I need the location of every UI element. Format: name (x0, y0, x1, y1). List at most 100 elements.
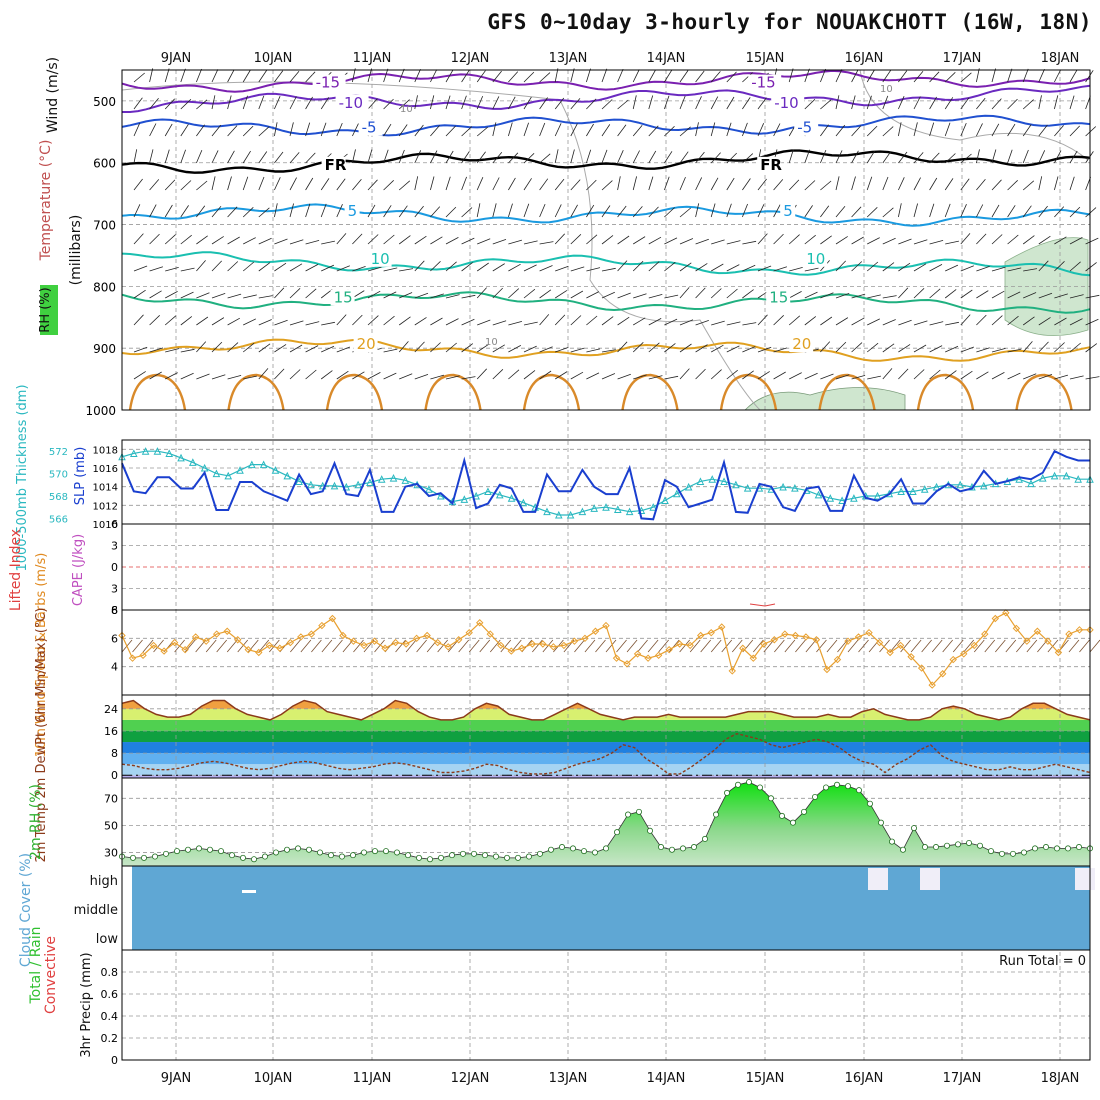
wind-barb (445, 176, 451, 191)
wind-barb (570, 149, 575, 164)
wind-speed-point (297, 633, 305, 641)
wind-barb (227, 261, 239, 272)
wind-speed-point (412, 634, 421, 643)
wind-barb (882, 126, 894, 137)
li-tick-label: 6 (111, 518, 118, 531)
wind-barb (742, 370, 754, 380)
wind-barb (211, 176, 216, 191)
thickness-point (566, 510, 575, 519)
wind-speed-point (823, 665, 831, 674)
pressure-tick-label: 900 (93, 342, 116, 356)
wind-barb (898, 344, 911, 353)
day-label-top: 11JAN (353, 51, 392, 66)
wind-barb (414, 260, 425, 272)
rh-point (404, 852, 411, 859)
wind-barb (320, 289, 333, 299)
wind-barb (991, 204, 1000, 218)
wind-barb (648, 176, 654, 191)
wind-barb (586, 234, 598, 245)
wind-barb (258, 95, 265, 110)
wind-barb (508, 152, 519, 164)
rh-point (735, 781, 742, 788)
wind-speed-point (581, 634, 589, 643)
rh-point (393, 849, 400, 856)
wind-barb (398, 235, 411, 245)
wind-barb (243, 237, 256, 245)
wind-barb (1054, 150, 1062, 164)
precip-tick-label: 0.6 (101, 988, 119, 1001)
thickness-point (259, 460, 268, 469)
wind-barb (617, 235, 630, 245)
rh-point (680, 845, 687, 852)
surface-wind-barb (405, 639, 417, 653)
wind-barb (274, 319, 288, 326)
isotherm-label: FR (760, 156, 782, 174)
rh-point (669, 846, 676, 853)
surface-temp-loop (227, 373, 285, 411)
precip-tick-label: 0.4 (101, 1010, 119, 1023)
wind-barb (632, 260, 644, 272)
wind-barb (1054, 317, 1067, 326)
cloud-level-label: low (96, 932, 119, 947)
wind-barb (882, 95, 889, 110)
day-label-bottom: 17JAN (943, 1071, 982, 1086)
precip-total-label: Total / Rain (28, 926, 44, 1004)
wind-barb (898, 177, 905, 191)
wind-barb (1085, 294, 1100, 299)
wind-barb (945, 264, 959, 272)
wind-barb (461, 70, 470, 83)
wind-barb (617, 68, 624, 83)
wind-barb (320, 122, 327, 137)
wind-barb (180, 267, 195, 272)
wind-barb (617, 316, 630, 326)
wind-barb (820, 99, 832, 110)
wind-barb (149, 204, 157, 218)
pressure-tick-label: 1000 (85, 404, 116, 418)
wind-speed-point (433, 638, 442, 647)
wind-barb (601, 124, 611, 137)
wind-barb (321, 345, 335, 353)
rh-point (503, 854, 510, 861)
wind-barb (695, 263, 708, 272)
wind-barb (289, 344, 303, 353)
rh-point (360, 849, 367, 856)
wind-speed-point (265, 641, 274, 650)
wind-barb (1069, 206, 1081, 218)
wind-barb (944, 370, 957, 380)
wind-barb (820, 180, 832, 191)
surface-wind-barb (1089, 639, 1100, 653)
wind-barb (898, 70, 908, 83)
wind-barb (679, 343, 692, 353)
wind-barb (820, 341, 831, 353)
wind-speed-point (149, 641, 158, 650)
wind-barb (274, 96, 281, 110)
wind-barb (991, 290, 1005, 299)
surface-wind-barb (489, 639, 501, 653)
thickness-point (1062, 471, 1071, 480)
isotherm-line (122, 84, 1091, 113)
wind-barb (913, 71, 924, 83)
surface-wind-barb (1026, 639, 1038, 653)
slp-label: SLP (mb) (73, 447, 88, 506)
wind-barb (991, 179, 1002, 191)
slp-tick-label: 1014 (93, 483, 118, 494)
wind-barb (773, 123, 781, 137)
wind-barb (991, 234, 1003, 245)
wind-barb (882, 70, 891, 83)
day-label-top: 13JAN (549, 51, 588, 66)
thickness-point (578, 507, 587, 516)
wind-barb (320, 203, 327, 218)
wind-speed-point (128, 654, 137, 662)
wind-barb (258, 70, 267, 83)
wind-speed-point (844, 637, 852, 645)
wind-barb (508, 177, 516, 191)
wind-speed-point (791, 631, 800, 640)
surface-wind-barb (931, 639, 943, 653)
wind-barb (711, 239, 725, 245)
wind-barb (180, 180, 192, 191)
wind-barb (648, 125, 659, 137)
wind-barb (726, 345, 740, 353)
wind-barb (757, 314, 768, 326)
wind-barb (773, 179, 784, 191)
wind-speed-point (1044, 637, 1052, 645)
